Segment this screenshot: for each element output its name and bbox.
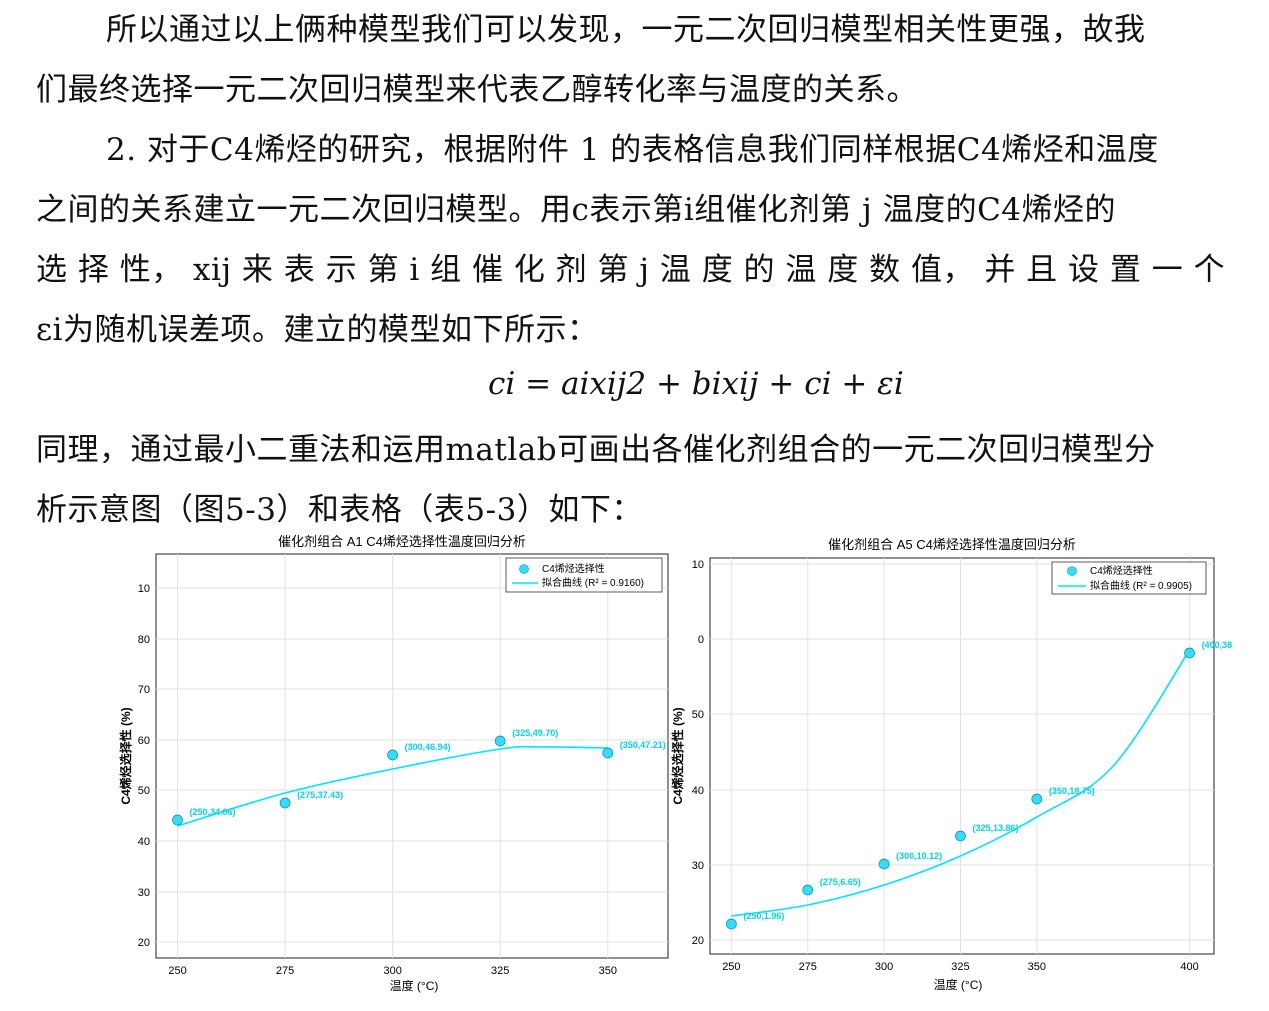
x-tick-label: 275 xyxy=(276,965,294,977)
x-tick-label: 300 xyxy=(383,965,401,977)
x-tick-label: 275 xyxy=(799,961,817,973)
data-point-label: (325,49.70) xyxy=(512,728,558,738)
data-point xyxy=(494,735,506,747)
paragraph-line-8: 析示意图（图5-3）和表格（表5-3）如下： xyxy=(36,492,643,528)
data-point-label: (250,1.96) xyxy=(743,911,784,921)
y-tick-label: 10 xyxy=(692,559,704,571)
y-tick-label: 30 xyxy=(692,860,704,872)
chart-a1-title: 催化剂组合 A1 C4烯烃选择性温度回归分析 xyxy=(278,534,526,549)
chart-a1-xlabel: 温度 (°C) xyxy=(390,978,439,993)
y-tick-label: 50 xyxy=(692,709,704,721)
y-tick-label: 30 xyxy=(138,887,150,899)
chart-a1-legend-fit: 拟合曲线 (R² = 0.9160) xyxy=(542,576,644,589)
y-tick-label: 80 xyxy=(138,634,150,646)
chart-a5-fit-curve xyxy=(731,649,1191,917)
chart-a5-legend-points: C4烯烃选择性 xyxy=(1090,564,1153,577)
paragraph-line-2: 们最终选择一元二次回归模型来代表乙醇转化率与温度的关系。 xyxy=(36,72,918,108)
chart-a5-plot-area xyxy=(709,557,1215,955)
x-tick-label: 350 xyxy=(1028,961,1046,973)
chart-a1-legend: C4烯烃选择性 拟合曲线 (R² = 0.9160) xyxy=(505,557,663,593)
paragraph-line-1: 所以通过以上俩种模型我们可以发现，一元二次回归模型相关性更强，故我 xyxy=(106,12,1146,48)
data-point xyxy=(955,830,966,842)
y-tick-label: 10 xyxy=(138,583,150,595)
data-point xyxy=(602,747,614,759)
data-point-label: (275,6.65) xyxy=(820,877,861,887)
data-point xyxy=(802,884,814,896)
data-point-label: (350,47.21) xyxy=(620,740,666,750)
y-tick-label: 50 xyxy=(138,785,150,797)
x-tick-label: 250 xyxy=(722,961,740,973)
paragraph-line-3: 2. 对于C4烯烃的研究，根据附件 1 的表格信息我们同样根据C4烯烃和温度 xyxy=(106,132,1159,168)
chart-a5-ylabel: C4烯烃选择性 (%) xyxy=(670,707,685,804)
data-point-label: (400,38.23) xyxy=(1202,640,1233,650)
x-tick-label: 400 xyxy=(1180,961,1198,973)
y-tick-label: 40 xyxy=(692,785,704,797)
data-point xyxy=(172,814,183,826)
y-tick-label: 0 xyxy=(698,634,704,646)
paragraph-line-7: 同理，通过最小二重法和运用matlab可画出各催化剂组合的一元二次回归模型分 xyxy=(36,432,1156,468)
chart-a1: 催化剂组合 A1 C4烯烃选择性温度回归分析 20 30 40 50 60 70 80 10 … xyxy=(104,530,679,1004)
data-point xyxy=(1184,647,1195,659)
chart-a1-legend-points: C4烯烃选择性 xyxy=(542,562,605,575)
chart-a5-svg: 催化剂组合 A5 C4烯烃选择性温度回归分析 20 30 40 50 0 10 250 27… xyxy=(670,537,1248,992)
data-point xyxy=(387,749,398,761)
chart-a1-svg: 催化剂组合 A1 C4烯烃选择性温度回归分析 2030405060708010 … xyxy=(118,534,669,993)
data-point xyxy=(279,797,291,809)
data-point-label: (325,13.86) xyxy=(972,823,1018,833)
x-tick-label: 300 xyxy=(875,961,893,973)
y-tick-label: 60 xyxy=(138,735,150,747)
data-point-label: (350,18.75) xyxy=(1049,786,1095,796)
y-tick-label: 40 xyxy=(138,836,150,848)
paragraph-line-6: εi为随机误差项。建立的模型如下所示： xyxy=(36,312,599,348)
data-point-label: (250,34.06) xyxy=(190,807,236,817)
data-point xyxy=(878,858,890,870)
data-point-label: (300,10.12) xyxy=(896,851,942,861)
paragraph-line-5: 选 择 性， xij 来 表 示 第 i 组 催 化 剂 第 j 温 度 的 温… xyxy=(36,252,1226,288)
model-equation: ci = aixij2 + bixij + ci + εi xyxy=(488,366,904,402)
chart-a1-fit-curve xyxy=(177,745,608,827)
data-point-label: (300,46.94) xyxy=(405,742,451,752)
x-tick-label: 250 xyxy=(168,965,186,977)
chart-a1-ylabel: C4烯烃选择性 (%) xyxy=(118,707,133,804)
chart-a5-legend-fit: 拟合曲线 (R² = 0.9905) xyxy=(1090,579,1192,592)
chart-a5: 催化剂组合 A5 C4烯烃选择性温度回归分析 20 30 40 50 0 10 250 27… xyxy=(658,530,1248,1004)
paragraph-line-4: 之间的关系建立一元二次回归模型。用c表示第i组催化剂第 j 温度的C4烯烃的 xyxy=(36,192,1117,228)
chart-a1-plot-area xyxy=(155,553,669,959)
chart-a5-title: 催化剂组合 A5 C4烯烃选择性温度回归分析 xyxy=(828,537,1076,552)
data-point-label: (275,37.43) xyxy=(297,790,343,800)
x-tick-label: 325 xyxy=(491,965,509,977)
y-tick-label: 20 xyxy=(692,935,704,947)
y-tick-label: 70 xyxy=(138,684,150,696)
data-point xyxy=(1031,793,1043,805)
x-tick-label: 325 xyxy=(951,961,969,973)
y-tick-label: 20 xyxy=(138,937,150,949)
data-point xyxy=(726,918,737,930)
chart-a5-legend: C4烯烃选择性 拟合曲线 (R² = 0.9905) xyxy=(1051,561,1207,595)
chart-a5-xlabel: 温度 (°C) xyxy=(934,977,983,992)
x-tick-label: 350 xyxy=(599,965,617,977)
